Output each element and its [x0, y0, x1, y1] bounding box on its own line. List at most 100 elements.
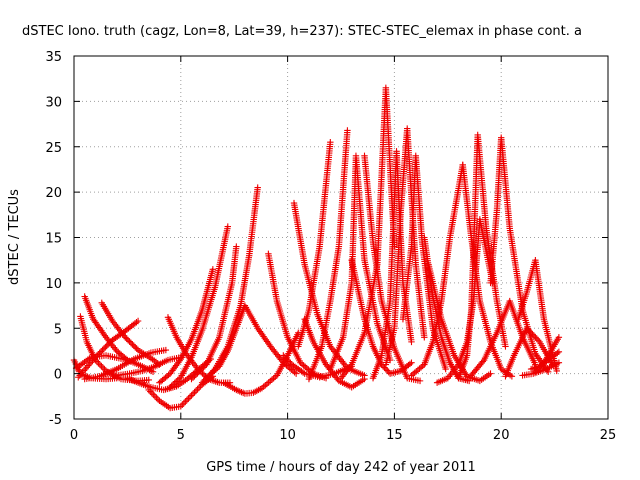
data-point — [254, 184, 261, 191]
y-tick-label: -5 — [49, 413, 62, 428]
data-point — [122, 334, 129, 341]
data-point — [162, 346, 170, 354]
data-point — [284, 356, 291, 364]
x-tick-label: 25 — [600, 428, 617, 443]
data-point — [280, 352, 287, 359]
data-point — [327, 139, 334, 146]
data-point — [98, 363, 105, 370]
x-axis-label: GPS time / hours of day 242 of year 2011 — [206, 460, 476, 475]
x-tick-label: 20 — [493, 428, 510, 443]
data-arc — [295, 139, 334, 350]
data-point — [281, 353, 288, 361]
data-point — [104, 341, 112, 348]
data-point — [130, 342, 138, 349]
data-point — [168, 382, 175, 390]
data-point — [224, 223, 231, 230]
data-point — [179, 401, 186, 408]
data-point — [153, 394, 160, 401]
data-point — [180, 399, 188, 407]
chart-title: dSTEC Iono. truth (cagz, Lon=8, Lat=39, … — [22, 24, 582, 39]
y-tick-label: 10 — [45, 277, 62, 292]
data-point — [209, 266, 217, 273]
x-tick-label: 10 — [279, 428, 296, 443]
data-point — [198, 379, 206, 386]
data-point — [361, 375, 368, 383]
data-point — [151, 392, 159, 400]
data-point — [344, 127, 351, 134]
data-point — [285, 358, 293, 365]
data-point — [154, 396, 162, 403]
y-tick-label: 25 — [45, 141, 62, 156]
data-point — [200, 377, 207, 385]
data-point — [201, 376, 209, 383]
data-point — [197, 367, 204, 374]
data-point — [188, 375, 195, 383]
data-point — [195, 384, 203, 391]
data-point — [147, 388, 154, 395]
data-point — [194, 385, 201, 393]
data-point — [99, 346, 106, 354]
data-point — [185, 395, 192, 402]
data-arc — [203, 302, 300, 382]
data-arc — [75, 317, 142, 381]
data-point — [191, 372, 198, 380]
x-tick-label: 15 — [386, 428, 403, 443]
data-point — [132, 344, 139, 351]
data-point — [201, 362, 209, 370]
data-point — [200, 364, 207, 371]
data-point — [127, 339, 135, 347]
data-point — [93, 352, 100, 360]
data-point — [124, 336, 132, 344]
data-point — [197, 382, 204, 390]
data-point — [194, 370, 201, 377]
data-point — [102, 344, 109, 351]
data-point — [134, 317, 142, 325]
data-point — [145, 376, 152, 384]
data-point — [174, 376, 181, 384]
data-arc — [156, 266, 217, 386]
data-point — [92, 354, 99, 361]
data-arc — [305, 127, 351, 383]
data-arc — [290, 199, 368, 379]
data-point — [189, 374, 197, 381]
data-point — [171, 379, 178, 387]
y-tick-label: 5 — [54, 322, 62, 337]
data-point — [192, 371, 200, 378]
y-tick-label: 30 — [45, 95, 62, 110]
data-point — [106, 339, 113, 347]
data-series — [70, 84, 563, 412]
x-tick-label: 5 — [177, 428, 185, 443]
data-point — [126, 338, 133, 345]
data-point — [95, 359, 102, 367]
data-point — [177, 403, 184, 410]
data-point — [169, 381, 177, 388]
data-point — [148, 389, 156, 397]
data-arc — [188, 243, 240, 383]
data-point — [189, 390, 197, 398]
data-point — [95, 351, 102, 358]
data-point — [99, 364, 107, 371]
data-point — [96, 349, 103, 357]
data-point — [176, 375, 183, 382]
data-point — [233, 243, 240, 250]
data-point — [195, 368, 203, 376]
data-arc — [301, 315, 368, 391]
data-point — [133, 345, 140, 352]
data-point — [292, 370, 300, 377]
data-point — [282, 355, 290, 362]
data-point — [173, 378, 180, 385]
data-point — [97, 348, 105, 355]
data-point — [100, 345, 108, 352]
data-point — [101, 366, 108, 373]
data-arc — [81, 346, 170, 383]
data-point — [191, 389, 198, 396]
data-point — [103, 342, 110, 349]
y-axis-label: dSTEC / TECUs — [7, 189, 22, 285]
data-arc — [113, 354, 184, 379]
y-tick-label: 20 — [45, 186, 62, 201]
data-arc — [81, 293, 131, 364]
data-point — [192, 387, 200, 394]
data-point — [198, 365, 206, 373]
data-point — [186, 393, 194, 401]
